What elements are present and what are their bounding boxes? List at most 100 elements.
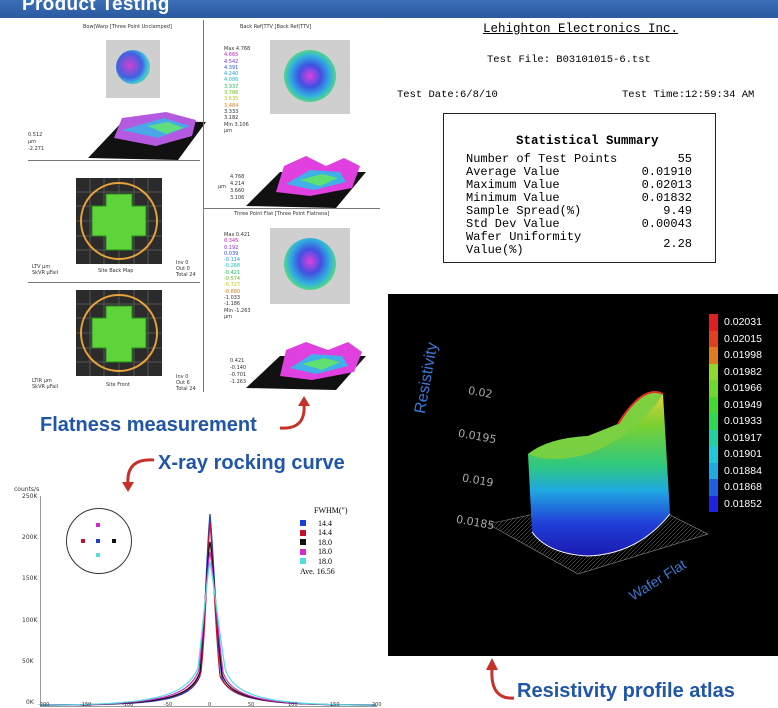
bow-scale: 0.512 μm -2.271 — [28, 132, 45, 152]
x-tick-row: -200 -150 -100 -50 0 50 100 150 200 — [30, 702, 390, 708]
site-back-map — [76, 178, 162, 264]
legend-item: 0.01868 — [709, 479, 769, 496]
ltv-label: LTV μm SkVR μFail — [32, 264, 58, 276]
back-ref-side-unit: μm — [218, 184, 227, 190]
divider-h3 — [204, 208, 380, 209]
summary-row: Sample Spread(%) 9.49 — [466, 205, 692, 218]
back-ref-side: 4.768 4.214 3.660 3.106 — [230, 174, 245, 201]
x-tick: 0 — [208, 702, 212, 708]
summary-row: Std Dev Value 0.00043 — [466, 218, 692, 231]
bow-warp-map — [106, 40, 160, 98]
x-tick: 100 — [288, 702, 298, 708]
wafer-point — [96, 539, 100, 543]
bow-warp-3d — [88, 112, 206, 160]
summary-row: Number of Test Points 55 — [466, 153, 692, 166]
site-back-map-label: Site Back Map — [98, 268, 134, 274]
site-front-label: Site Front — [106, 382, 130, 388]
legend-item: 0.01901 — [709, 446, 769, 463]
three-point-map — [270, 228, 350, 304]
divider-h2 — [28, 282, 200, 283]
legend-item: 18.0 — [300, 547, 347, 557]
resistivity-legend: 0.02031 0.02015 0.01998 0.01982 0.01966 … — [709, 314, 769, 512]
y-tick: 150K — [22, 575, 38, 582]
page-title: Product Testing — [22, 0, 170, 15]
divider-v — [203, 20, 204, 392]
summary-label: Minimum Value — [466, 191, 560, 205]
xray-legend: FWHM(") 14.4 14.4 18.0 18.0 18.0 Ave. 16… — [300, 506, 347, 577]
wafer-point — [96, 523, 100, 527]
wafer-point — [81, 539, 85, 543]
legend-item: 0.01852 — [709, 495, 769, 512]
legend-item: 0.01982 — [709, 363, 769, 380]
x-tick: 200 — [372, 702, 382, 708]
three-point-3d — [246, 342, 366, 390]
statistical-summary-box: Statistical Summary Number of Test Point… — [443, 113, 716, 263]
test-date: Test Date:6/8/10 — [397, 89, 498, 101]
summary-value: 0.01832 — [641, 191, 692, 205]
y-tick: 100K — [22, 617, 38, 624]
rocking-curves — [40, 513, 376, 706]
site-front-map — [76, 290, 162, 376]
xray-arrow-icon — [122, 458, 155, 492]
three-point-scale: Max 0.421 0.345 0.192 0.039 -0.114 -0.26… — [224, 232, 251, 320]
x-tick: -150 — [80, 702, 92, 708]
xray-caption: X-ray rocking curve — [158, 452, 345, 474]
summary-row: Maximum Value 0.02013 — [466, 179, 692, 192]
summary-label: Average Value — [466, 165, 560, 179]
y-unit: counts/s — [14, 486, 40, 493]
resistivity-panel: Resistivity 0.02 0.0195 0.019 0.0185 Waf… — [388, 294, 778, 656]
legend-item: 0.01949 — [709, 396, 769, 413]
summary-row: Average Value 0.01910 — [466, 166, 692, 179]
back-ref-title: Back Ref|TTV [Back Ref|TTV] — [240, 24, 312, 30]
y-tick: 50K — [22, 658, 34, 665]
wafer-inset — [66, 508, 132, 574]
header-bar — [0, 0, 778, 18]
flatness-arrow-icon — [279, 396, 310, 430]
x-tick: 150 — [330, 702, 340, 708]
flatness-panel: Bow|Warp [Three Point Unclamped] 0.512 μ… — [28, 20, 380, 392]
test-file: Test File: B03101015-6.tst — [487, 54, 651, 66]
summary-row: Wafer Uniformity Value(%) 2.28 — [466, 231, 692, 257]
ltv-right: Inv 0 Out 0 Total 24 — [176, 260, 196, 278]
three-point-side: 0.421 -0.140 -0.701 -1.263 — [230, 358, 247, 385]
summary-title: Statistical Summary — [516, 134, 659, 148]
legend-item: 0.01966 — [709, 380, 769, 397]
summary-value: 0.02013 — [641, 178, 692, 192]
wafer-point — [112, 539, 116, 543]
summary-label: Std Dev Value — [466, 217, 560, 231]
legend-item: 14.4 — [300, 519, 347, 529]
summary-label: Wafer Uniformity Value(%) — [466, 230, 582, 257]
legend-title: FWHM(") — [314, 506, 348, 515]
flatness-caption: Flatness measurement — [40, 414, 257, 436]
xray-chart: counts/s 250K 200K 150K 100K 50K 0K -200… — [0, 484, 382, 708]
x-tick: -100 — [122, 702, 134, 708]
y-tick: 0K — [26, 699, 34, 706]
legend-item: 18.0 — [300, 538, 347, 548]
summary-label: Number of Test Points — [466, 152, 618, 166]
legend-item: 0.01998 — [709, 347, 769, 364]
summary-value: 0.00043 — [641, 217, 692, 231]
legend-item: 0.01884 — [709, 462, 769, 479]
legend-item: 0.02015 — [709, 330, 769, 347]
summary-value: 55 — [677, 152, 692, 166]
test-time: Test Time:12:59:34 AM — [622, 89, 755, 101]
y-tick: 200K — [22, 534, 38, 541]
summary-value: 2.28 — [663, 236, 692, 251]
divider-h1 — [28, 160, 200, 161]
ltir-label: LTIR μm SkVR μFail — [32, 378, 58, 390]
ltir-right: Inv 0 Out 6 Total 24 — [176, 374, 196, 392]
bow-warp-title: Bow|Warp [Three Point Unclamped] — [83, 24, 172, 30]
summary-label: Maximum Value — [466, 178, 560, 192]
resistivity-caption: Resistivity profile atlas — [517, 680, 735, 702]
back-ref-scale: Max 4.768 4.665 4.542 4.391 4.240 4.086 … — [224, 46, 251, 134]
summary-row: Minimum Value 0.01832 — [466, 192, 692, 205]
axis-label-resistivity: Resistivity — [412, 341, 442, 415]
company-name: Lehighton Electronics Inc. — [483, 22, 679, 36]
summary-table: Number of Test Points 55 Average Value 0.0… — [466, 153, 692, 257]
summary-value: 9.49 — [663, 204, 692, 218]
three-point-title: Three Point Flat [Three Point Flatness] — [234, 211, 330, 217]
legend-item: 0.02031 — [709, 314, 769, 331]
back-ref-3d — [246, 156, 366, 208]
resistivity-surface — [488, 391, 708, 575]
y-tick: 250K — [22, 493, 38, 500]
